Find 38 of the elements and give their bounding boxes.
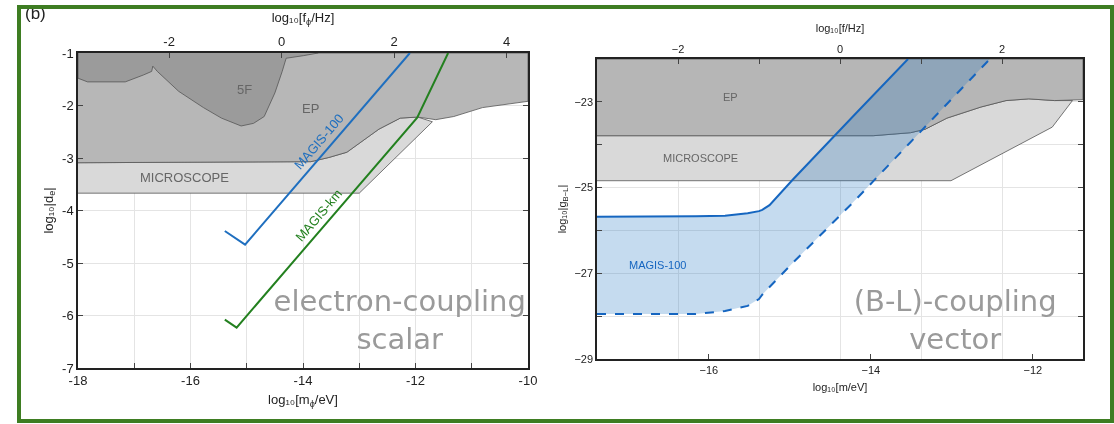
y-tick-label: -4: [62, 203, 74, 219]
x2-tick-label: 4: [503, 34, 511, 50]
text: electron-coupling scalar: [273, 284, 526, 356]
x-tick-label: -12: [406, 373, 425, 389]
x-tick-label: -16: [181, 373, 200, 389]
text: (B-L)-coupling vector: [853, 284, 1057, 356]
series-label: MICROSCOPE: [663, 152, 739, 164]
x2-axis-title: log₁₀[f$_{ϕ}$/Hz]: [271, 10, 335, 28]
series-label: EP: [302, 101, 320, 116]
y-tick-label: −27: [574, 267, 594, 280]
y-tick-label: -5: [62, 255, 74, 271]
x2-tick-label: 0: [836, 42, 844, 55]
y-tick-label: -2: [62, 98, 74, 114]
x-tick-label: -18: [68, 373, 88, 389]
series-label: MICROSCOPE: [140, 170, 230, 185]
y-tick-label: -6: [62, 308, 74, 324]
y-tick-label: −23: [574, 95, 594, 108]
y-tick-label: -3: [62, 150, 74, 166]
y-tick-label: -7: [62, 360, 74, 376]
text: MAGIS-100: [629, 259, 687, 271]
x2-tick-label: 2: [998, 42, 1006, 55]
y-tick-label: −25: [574, 181, 594, 194]
x2-tick-label: 2: [390, 34, 398, 50]
x-tick-label: -14: [293, 373, 313, 389]
x2-axis-title: log₁₀[f/Hz]: [815, 22, 865, 34]
x-axis-title: log₁₀[m$_{ϕ}$/eV]: [268, 392, 338, 410]
x-tick-label: −16: [699, 363, 719, 376]
x-tick-label: -10: [518, 373, 538, 389]
y-tick-label: −29: [574, 352, 594, 365]
line-series: [597, 59, 910, 218]
y-tick-label: -1: [62, 45, 74, 61]
x2-tick-label: −2: [671, 42, 685, 55]
series-label: EP: [723, 91, 738, 103]
x-tick-label: −12: [1023, 363, 1043, 376]
x2-tick-label: 0: [278, 34, 286, 50]
x-axis-title: log₁₀[m/eV]: [812, 380, 868, 393]
x2-tick-label: -2: [163, 34, 175, 50]
x-tick-label: −14: [861, 363, 881, 376]
